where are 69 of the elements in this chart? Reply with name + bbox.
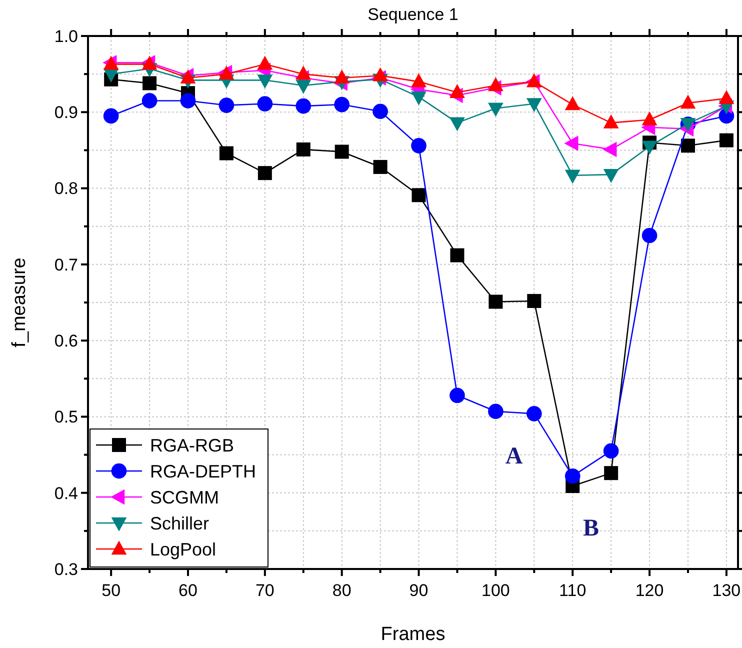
point [257,56,273,70]
point [411,138,426,154]
point [642,228,658,244]
point [103,108,119,124]
annotation: A [505,443,524,470]
point [258,166,272,180]
point [296,142,310,156]
point [450,84,465,98]
point [564,96,580,110]
x-tick-label: 100 [482,581,510,600]
legend-label: RGA-RGB [150,435,234,456]
y-axis-title: f_measure [9,258,30,348]
point [257,96,273,112]
point [180,93,196,108]
point [488,77,504,92]
point [373,160,388,174]
point [450,388,465,404]
point [142,93,158,108]
point [642,111,658,126]
y-tick-label: 0.8 [54,179,78,198]
point [488,294,503,309]
x-tick-label: 80 [332,581,352,600]
y-tick-label: 0.5 [54,408,78,427]
legend-label: Schiller [150,513,210,534]
point [718,90,734,104]
point [604,466,618,480]
point [602,142,617,158]
point [681,138,695,153]
point [412,188,426,202]
point [334,144,349,159]
legend-label: RGA-DEPTH [150,461,256,482]
y-tick-label: 1.0 [54,26,78,46]
x-tick-label: 130 [712,581,741,600]
y-tick-label: 0.9 [54,103,78,122]
point [218,98,234,113]
x-tick-label: 110 [559,581,586,600]
x-tick-label: 70 [255,581,274,600]
point [603,168,619,183]
annotation: B [582,515,600,542]
point [526,406,542,422]
point [527,294,542,308]
y-tick-label: 0.6 [54,332,78,351]
point [334,69,350,84]
point [411,73,426,88]
y-tick-label: 0.7 [54,255,78,274]
point [603,114,619,128]
point [450,248,464,262]
chart-title: Sequence 1 [368,5,458,24]
x-tick-label: 120 [635,581,664,600]
point [334,96,350,112]
point [372,67,388,82]
x-tick-label: 90 [409,581,428,600]
point [564,136,578,152]
point [372,104,388,120]
legend-label: LogPool [150,539,216,560]
point [219,146,234,160]
x-axis-title: Frames [380,624,446,645]
point [564,468,580,484]
point [603,443,619,459]
y-tick-label: 0.3 [54,560,78,579]
x-tick-label: 60 [178,581,198,600]
point [488,404,504,420]
point [680,94,696,109]
point [719,133,734,148]
legend-label: SCGMM [150,487,219,508]
point [296,98,312,114]
x-tick-label: 50 [102,581,121,600]
point [142,76,157,90]
y-tick-label: 0.4 [54,484,78,503]
